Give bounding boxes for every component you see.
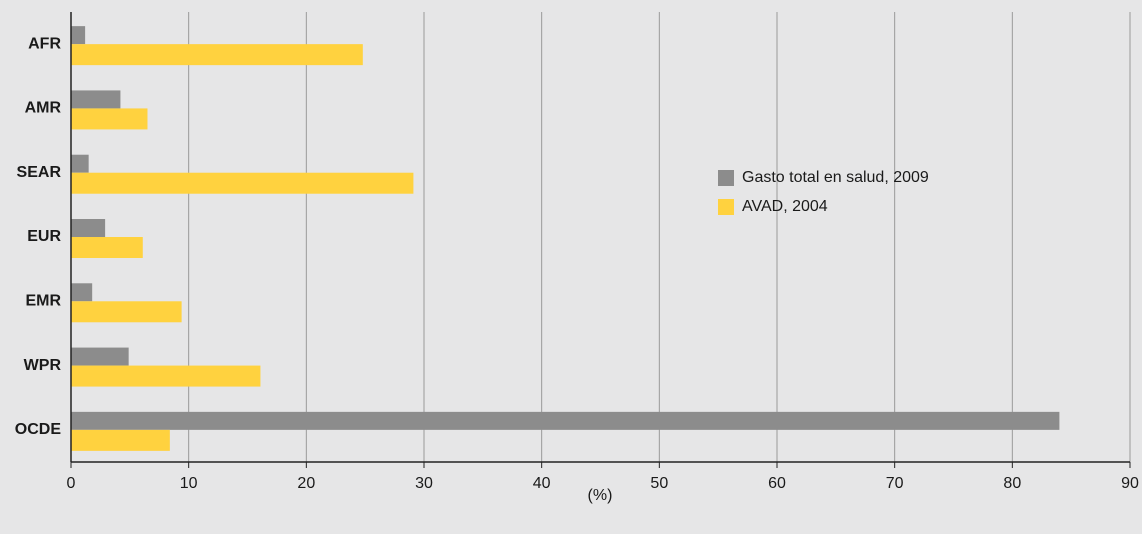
bar [71, 219, 106, 237]
x-tick-label: 40 [533, 475, 551, 492]
bar [71, 411, 1060, 430]
y-tick-label: AFR [28, 35, 61, 52]
x-tick-label: 80 [1003, 475, 1021, 492]
legend-label: Gasto total en salud, 2009 [742, 169, 929, 186]
x-tick-label: 0 [67, 475, 76, 492]
legend-label: AVAD, 2004 [742, 198, 828, 215]
x-tick-label: 30 [415, 475, 433, 492]
bar [71, 172, 414, 194]
bar [71, 365, 261, 387]
bar [71, 108, 148, 130]
x-tick-label: 10 [180, 475, 198, 492]
y-tick-label: EMR [25, 293, 61, 310]
bar [71, 283, 93, 302]
x-tick-label: 60 [768, 475, 786, 492]
bar [71, 44, 363, 66]
bar [71, 347, 129, 366]
bar [71, 301, 182, 323]
y-tick-label: EUR [27, 228, 61, 245]
y-tick-label: OCDE [15, 421, 62, 438]
bar [71, 429, 170, 451]
x-axis-label: (%) [588, 487, 613, 504]
y-tick-label: WPR [24, 357, 62, 374]
x-tick-label: 20 [297, 475, 315, 492]
y-tick-label: SEAR [17, 164, 62, 181]
bar [71, 90, 121, 109]
legend-swatch [718, 199, 734, 215]
x-tick-label: 90 [1121, 475, 1139, 492]
x-tick-label: 70 [886, 475, 904, 492]
y-tick-label: AMR [25, 100, 62, 117]
bar [71, 154, 89, 173]
bar [71, 237, 143, 258]
x-tick-label: 50 [650, 475, 668, 492]
legend-swatch [718, 170, 734, 186]
bar [71, 26, 86, 45]
